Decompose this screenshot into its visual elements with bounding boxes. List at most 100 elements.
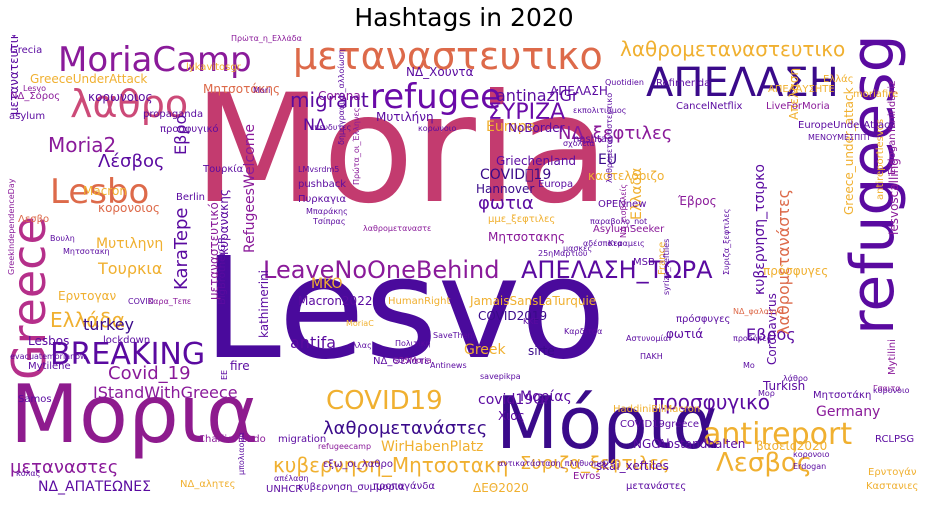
word: antireportlesvos [875,118,886,200]
word: ΝΔ_φαλαγγα [733,307,784,316]
word: ΑΠΕΛΑΣΗ_ΤΩΡΑ [521,256,713,284]
word: λαθρομεταναστε [363,224,432,233]
word: LeaveNoOneBehind [263,256,500,284]
word: GreeceUnderAttack [30,72,148,86]
word: CharlieHebdo [198,434,266,445]
word: NGO [633,437,661,451]
word: RCLPSG [875,434,915,445]
word: LiveForMoria [766,101,830,112]
word: covid19Gr [478,392,550,408]
word: ΝΔ_αλητες [180,479,236,490]
word: WirHabenPlatz [381,439,484,455]
word: Μητσοτάκης [203,82,280,96]
word: σχολεια [563,139,595,148]
word: Πυρκαγια [298,194,347,205]
word: κυβερνηση_συμμορια [298,482,405,493]
word: HaddiniBilMacron [613,404,701,415]
word: Πρώτα_η_Ελλάδα [231,35,302,43]
word: refugeecamp [318,442,372,451]
word: lockdown [103,335,151,346]
word: Moria [193,63,610,237]
word: lykavitosgr [186,62,241,73]
word: OPENnew [598,199,647,210]
word: JamaisSansLaTurquie [470,294,597,308]
word: EU [598,152,618,168]
word: Mo [743,361,755,370]
word: κορωνοιο [418,124,457,133]
word: μετανάστες [626,481,687,492]
word: ΣΥΡΙΖΑ [488,100,566,125]
word: Ερντογάν [868,467,917,478]
word: Coronavirus [765,293,779,365]
word: Μορ [758,389,775,398]
word: Abstandhalten [658,437,746,451]
word: Κεραμεις [608,239,645,248]
word: κορονοιος [98,201,160,215]
word: Καρδίτσα [564,327,603,336]
word: Έβρος [678,194,717,208]
word: Τσίπρας [313,217,346,226]
word: ΝΔ [303,115,326,134]
word: IStandWithGreece [93,383,238,402]
word: φωτιά [666,327,704,341]
word: Quotidien [605,78,644,87]
word: antifa [290,333,337,352]
word: EE [220,369,229,380]
word: Συριζα_ξεφτιλες [520,453,670,474]
word: HumanRight [388,296,451,307]
word: GreekIndependenceDay [8,178,16,275]
word: SOSMoria [393,356,432,365]
word: 25ηΜαρτιου [538,249,588,258]
word: καστελοριζο [588,169,665,183]
word: κυβερνηση_Μητσοτακη [273,453,509,477]
word: δημογραφικό_αλλοίωση [337,49,346,145]
word: Mytilini [887,339,898,375]
word: COVID19greece [620,419,700,430]
word: hashtag [573,134,614,145]
word: migration [278,434,327,445]
word: Εβρος [746,325,796,344]
word: μμε_ξεφτιλες [488,214,556,225]
word: Τουρκια [98,259,163,278]
word: ΔΕΘ2020 [473,481,529,495]
word: λάθρο [783,374,808,383]
word: Ελλάς [823,74,854,85]
word: Antinews [430,361,467,370]
word: UNHCR [266,484,303,495]
word: βασεις2020 [756,439,828,453]
word: προπαγάνδα [373,481,435,492]
word: MoriaC [346,319,374,328]
word: COVID [128,297,154,306]
word: Πολιτικη [395,339,431,348]
word: κορωνοιος [88,90,153,104]
word: αντικατάσταση_πληθυσμού [498,459,609,468]
word: Πρώτα_οι_Έλληνες [352,107,361,185]
word: sirte [528,344,555,358]
word: NoBorder [508,121,565,135]
word: antireport [703,417,853,452]
word: Turkish [763,379,806,393]
word: επενδυτες [310,123,352,132]
word: Corona [318,89,361,103]
word: Μυτιλήνη [376,110,434,124]
word: propaganda [143,109,204,120]
word: ΜΕΝΟΥΜΕΣΠΙΤΙ [808,133,870,142]
word: ΑΠΕΛΑΣΗ [646,60,839,106]
word: migrant [290,88,369,112]
word: Macron [83,184,127,198]
word: Τουρκία [203,164,244,175]
word: Europe [486,119,536,135]
word: λαθρομετανάστες [323,418,488,439]
word: κορονοιο [873,386,910,395]
word: εξω_οι_λαθρο [323,459,393,470]
word: AsylumSeeker [593,224,665,235]
word: Macron2022 [298,294,373,308]
word: KaraTepe [171,207,192,290]
word: moriafire [853,89,899,100]
word: Lesvo [23,84,47,93]
word: Μόρια [496,381,720,465]
word: COVID19 [326,386,443,416]
word: Καστανιες [866,481,919,492]
word: BREAKING [50,337,206,372]
word: μασκες [563,244,593,253]
